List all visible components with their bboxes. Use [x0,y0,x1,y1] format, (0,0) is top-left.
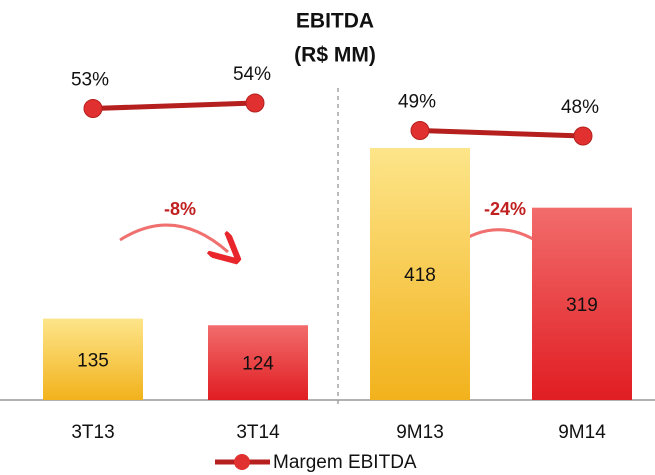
margin-marker [83,99,103,118]
legend-label: Margem EBITDA [273,452,417,473]
annotation: -8% [164,199,196,219]
margin-line [417,128,586,139]
chart-subtitle: (R$ MM) [294,44,376,67]
chart-title: EBITDA [296,10,374,33]
bar [532,207,632,400]
bar [208,325,308,400]
x-tick-label: 3T14 [236,422,280,443]
margin-marker [573,126,593,146]
bar [370,148,470,400]
margin-label: 49% [398,92,436,113]
legend-marker [234,454,250,470]
bar-value-label: 418 [404,265,436,286]
annotation: -24% [484,199,526,219]
margin-line [90,100,258,111]
bar [43,318,143,400]
bar-value-label: 319 [566,295,598,316]
bar-value-label: 124 [242,354,274,375]
bar-value-label: 135 [77,350,109,371]
margin-label: 53% [71,70,109,91]
margin-marker [245,93,265,113]
x-tick-label: 9M14 [558,422,606,443]
margin-marker [410,121,430,140]
x-tick-label: 9M13 [396,422,444,443]
x-tick-label: 3T13 [71,422,114,443]
margin-label: 54% [233,64,271,85]
margin-label: 48% [561,97,599,118]
change-arrow [119,223,228,252]
